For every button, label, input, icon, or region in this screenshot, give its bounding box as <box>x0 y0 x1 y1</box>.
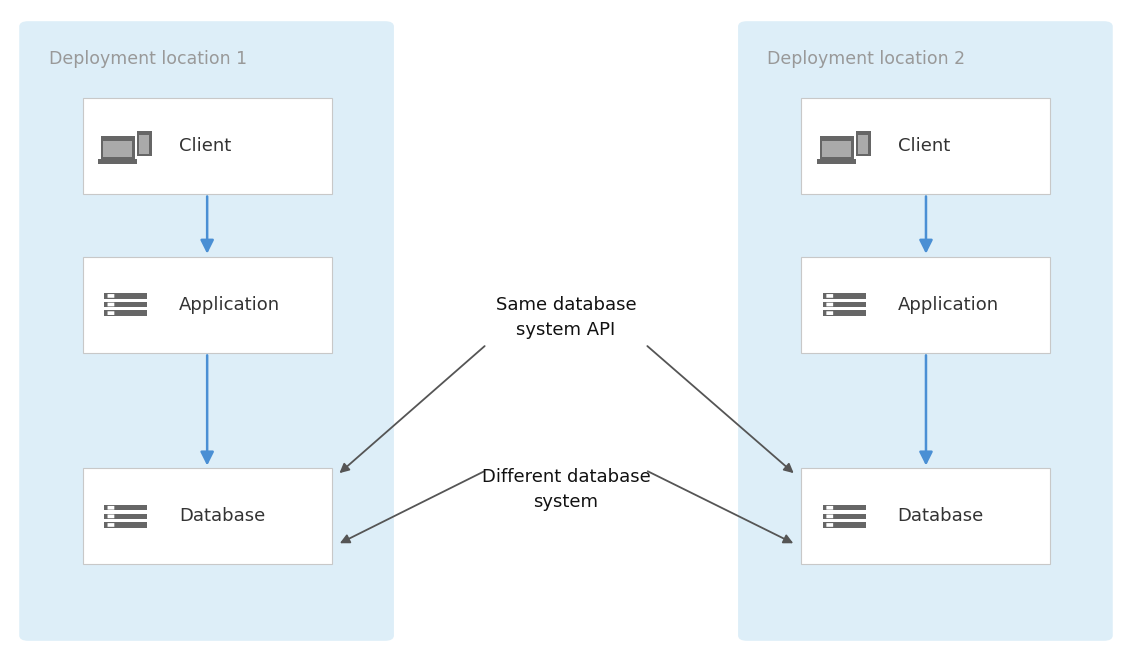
FancyBboxPatch shape <box>822 140 851 157</box>
FancyBboxPatch shape <box>19 21 394 641</box>
FancyBboxPatch shape <box>826 294 833 298</box>
FancyBboxPatch shape <box>104 505 147 510</box>
FancyBboxPatch shape <box>104 302 147 307</box>
FancyBboxPatch shape <box>108 506 114 510</box>
Text: Database: Database <box>179 507 265 526</box>
FancyBboxPatch shape <box>104 522 147 528</box>
FancyBboxPatch shape <box>826 303 833 307</box>
FancyBboxPatch shape <box>101 136 135 159</box>
Text: Application: Application <box>179 295 280 314</box>
FancyBboxPatch shape <box>826 506 833 510</box>
FancyBboxPatch shape <box>98 159 137 164</box>
FancyBboxPatch shape <box>108 303 114 307</box>
FancyBboxPatch shape <box>823 514 866 519</box>
Text: Database: Database <box>898 507 984 526</box>
FancyBboxPatch shape <box>820 136 854 159</box>
FancyBboxPatch shape <box>139 135 149 154</box>
FancyBboxPatch shape <box>104 293 147 299</box>
FancyBboxPatch shape <box>823 505 866 510</box>
Text: Application: Application <box>898 295 998 314</box>
Text: Deployment location 2: Deployment location 2 <box>767 50 966 68</box>
Text: Deployment location 1: Deployment location 1 <box>49 50 247 68</box>
FancyBboxPatch shape <box>104 514 147 519</box>
FancyBboxPatch shape <box>108 311 114 315</box>
Text: Client: Client <box>179 136 231 155</box>
FancyBboxPatch shape <box>823 302 866 307</box>
FancyBboxPatch shape <box>826 523 833 527</box>
FancyBboxPatch shape <box>823 293 866 299</box>
FancyBboxPatch shape <box>817 159 856 164</box>
FancyBboxPatch shape <box>801 469 1050 564</box>
FancyBboxPatch shape <box>83 469 332 564</box>
FancyBboxPatch shape <box>823 522 866 528</box>
FancyBboxPatch shape <box>801 97 1050 193</box>
Text: Different database
system: Different database system <box>481 469 651 511</box>
FancyBboxPatch shape <box>83 97 332 193</box>
FancyBboxPatch shape <box>826 514 833 518</box>
Text: Client: Client <box>898 136 950 155</box>
FancyBboxPatch shape <box>823 310 866 316</box>
FancyBboxPatch shape <box>137 131 152 156</box>
FancyBboxPatch shape <box>856 131 871 156</box>
FancyBboxPatch shape <box>83 256 332 352</box>
FancyBboxPatch shape <box>858 135 868 154</box>
FancyBboxPatch shape <box>104 310 147 316</box>
FancyBboxPatch shape <box>108 514 114 518</box>
Text: Same database
system API: Same database system API <box>496 297 636 339</box>
FancyBboxPatch shape <box>826 311 833 315</box>
FancyBboxPatch shape <box>103 140 132 157</box>
FancyBboxPatch shape <box>108 294 114 298</box>
FancyBboxPatch shape <box>801 256 1050 352</box>
FancyBboxPatch shape <box>738 21 1113 641</box>
FancyBboxPatch shape <box>108 523 114 527</box>
